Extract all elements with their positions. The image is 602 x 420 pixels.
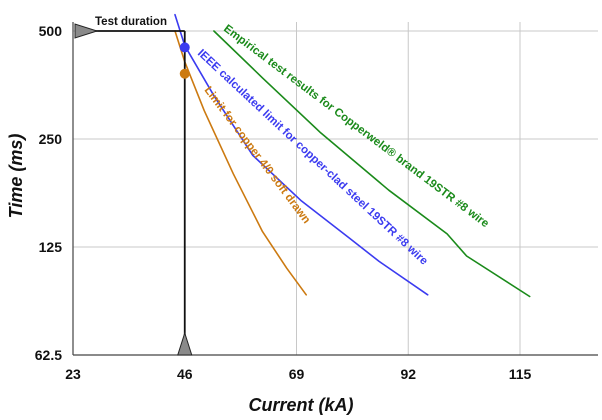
x-tick-label: 92 <box>400 366 416 382</box>
x-tick-label: 115 <box>509 366 532 382</box>
y-tick-label: 62.5 <box>35 347 62 363</box>
series-line-1 <box>174 13 429 296</box>
series-line-2 <box>213 30 531 298</box>
x-tick-label: 46 <box>177 366 193 382</box>
test-duration-label: Test duration <box>95 16 167 28</box>
annotation-layer <box>74 23 193 356</box>
grid-layer <box>72 22 598 356</box>
y-axis-title: Time (ms) <box>6 134 26 219</box>
highlight-point-1 <box>179 68 190 79</box>
test-current-arrowhead <box>177 331 193 356</box>
x-axis-title: Current (kA) <box>248 395 353 415</box>
highlight-point-0 <box>179 42 190 53</box>
x-tick-label: 23 <box>65 366 81 382</box>
x-tick-label: 69 <box>289 366 305 382</box>
test-duration-arrowhead <box>74 23 99 39</box>
series-layer <box>174 13 531 298</box>
y-tick-label: 250 <box>39 131 63 147</box>
y-tick-label: 125 <box>39 239 63 255</box>
tick-label-layer: 23 46 69 92 115 62.5 125 250 500 <box>35 23 532 382</box>
y-tick-label: 500 <box>39 23 63 39</box>
